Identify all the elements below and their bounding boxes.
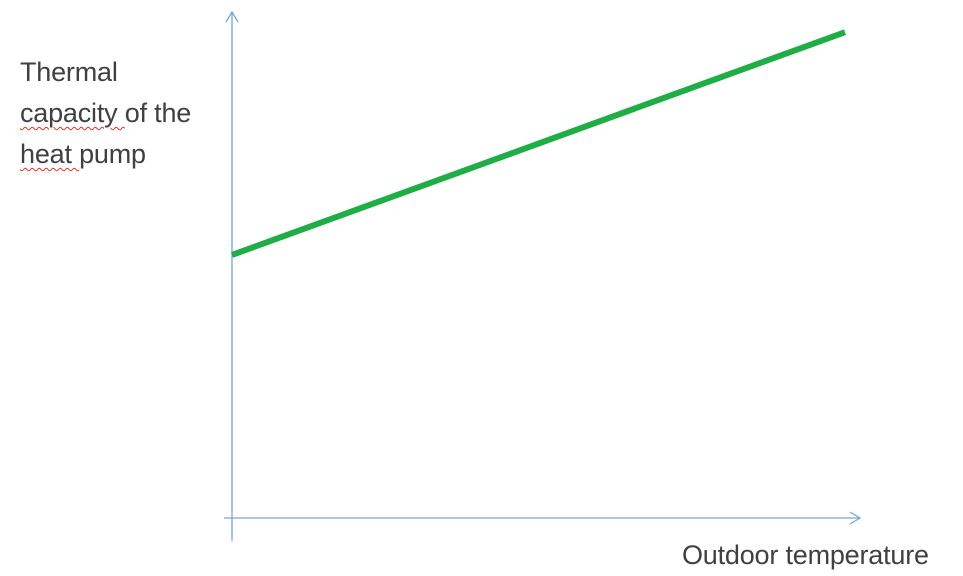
y-axis-label-line-2: capacity of the: [20, 98, 192, 128]
x-axis-arrowhead: [849, 511, 862, 525]
y-axis-label-line-1: Thermal: [20, 57, 118, 87]
x-axis-label: Outdoor temperature: [682, 540, 929, 570]
y-axis-label: Thermal capacity of the heat pump: [20, 52, 220, 175]
y-axis-label-line-3: heat pump: [20, 139, 146, 169]
y-axis-arrowhead: [225, 10, 239, 23]
series-layer: [230, 29, 847, 258]
series-line-1: [230, 29, 847, 258]
